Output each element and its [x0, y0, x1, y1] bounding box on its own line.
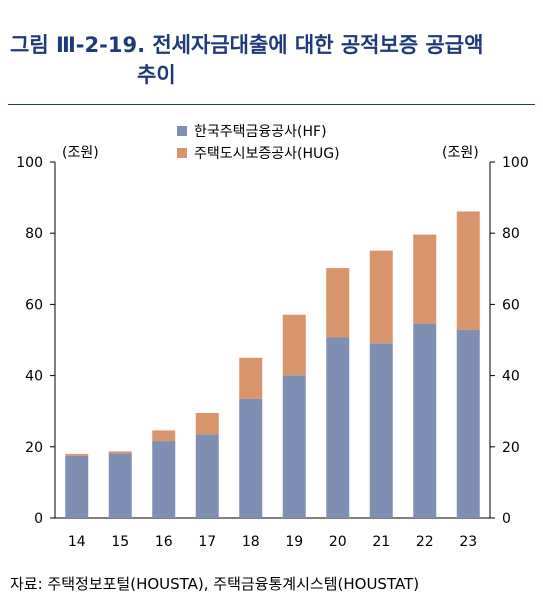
- bar-segment-hf-18: [239, 398, 263, 518]
- bar-segment-hug-22: [413, 234, 437, 324]
- bar-segment-hf-23: [456, 329, 480, 518]
- x-tick-label: 18: [242, 534, 260, 550]
- x-tick-label: 19: [285, 534, 303, 550]
- source-note: 자료: 주택정보포털(HOUSTA), 주택금융통계시스템(HOUSTAT): [10, 575, 420, 593]
- bar-segment-hf-21: [369, 343, 393, 518]
- y-tick-label-left: 40: [25, 369, 43, 385]
- bar-segment-hug-20: [326, 268, 350, 338]
- bar-segment-hf-16: [152, 441, 176, 518]
- title-line2: 추이: [137, 63, 176, 87]
- x-tick-label: 22: [416, 534, 434, 550]
- x-tick-label: 15: [111, 534, 129, 550]
- x-tick-label: 14: [68, 534, 86, 550]
- y-tick-label-right: 40: [502, 369, 520, 385]
- legend-label-hf: 한국주택금융공사(HF): [194, 124, 327, 140]
- y-tick-label-left: 0: [34, 511, 43, 527]
- bar-segment-hf-20: [326, 337, 350, 518]
- bar-segment-hf-15: [108, 453, 132, 518]
- y-tick-label-left: 80: [25, 226, 43, 242]
- x-tick-label: 20: [329, 534, 347, 550]
- bar-segment-hug-17: [195, 412, 219, 435]
- x-tick-label: 17: [198, 534, 216, 550]
- y-tick-label-right: 60: [502, 297, 520, 313]
- bars: [65, 211, 480, 518]
- y-tick-label-right: 80: [502, 226, 520, 242]
- legend-swatch-hug: [177, 148, 187, 158]
- bar-segment-hug-18: [239, 357, 263, 399]
- y-unit-left: (조원): [62, 145, 99, 161]
- y-tick-label-left: 60: [25, 297, 43, 313]
- x-tick-label: 21: [372, 534, 390, 550]
- bar-segment-hf-22: [413, 323, 437, 518]
- title-divider: [8, 104, 535, 105]
- legend: 한국주택금융공사(HF) 주택도시보증공사(HUG): [177, 124, 340, 162]
- y-tick-label-left: 100: [16, 155, 43, 171]
- bar-segment-hug-19: [282, 314, 306, 376]
- bar-segment-hug-21: [369, 250, 393, 344]
- y-unit-right: (조원): [442, 145, 479, 161]
- x-tick-label: 23: [459, 534, 477, 550]
- y-tick-label-right: 100: [502, 155, 529, 171]
- chart-title: 그림 Ⅲ-2-19. 전세자금대출에 대한 공적보증 공급액 추이: [10, 30, 530, 90]
- tick-labels: 0 0 20 20 40 40 60 60 80 80 100 100 14 15 16 17 18 19 20 21…: [16, 155, 528, 550]
- legend-swatch-hf: [177, 126, 187, 136]
- bar-segment-hug-16: [152, 430, 176, 442]
- bar-segment-hf-14: [65, 455, 89, 518]
- y-tick-label-right: 0: [502, 511, 511, 527]
- x-tick-label: 16: [155, 534, 173, 550]
- bar-segment-hf-19: [282, 375, 306, 518]
- bar-segment-hf-17: [195, 434, 219, 518]
- bar-segment-hug-15: [108, 451, 132, 454]
- title-line1: 그림 Ⅲ-2-19. 전세자금대출에 대한 공적보증 공급액: [10, 33, 484, 57]
- bar-segment-hug-14: [65, 453, 89, 456]
- y-tick-label-right: 20: [502, 440, 520, 456]
- legend-label-hug: 주택도시보증공사(HUG): [194, 146, 340, 162]
- bar-segment-hug-23: [456, 211, 480, 330]
- y-tick-label-left: 20: [25, 440, 43, 456]
